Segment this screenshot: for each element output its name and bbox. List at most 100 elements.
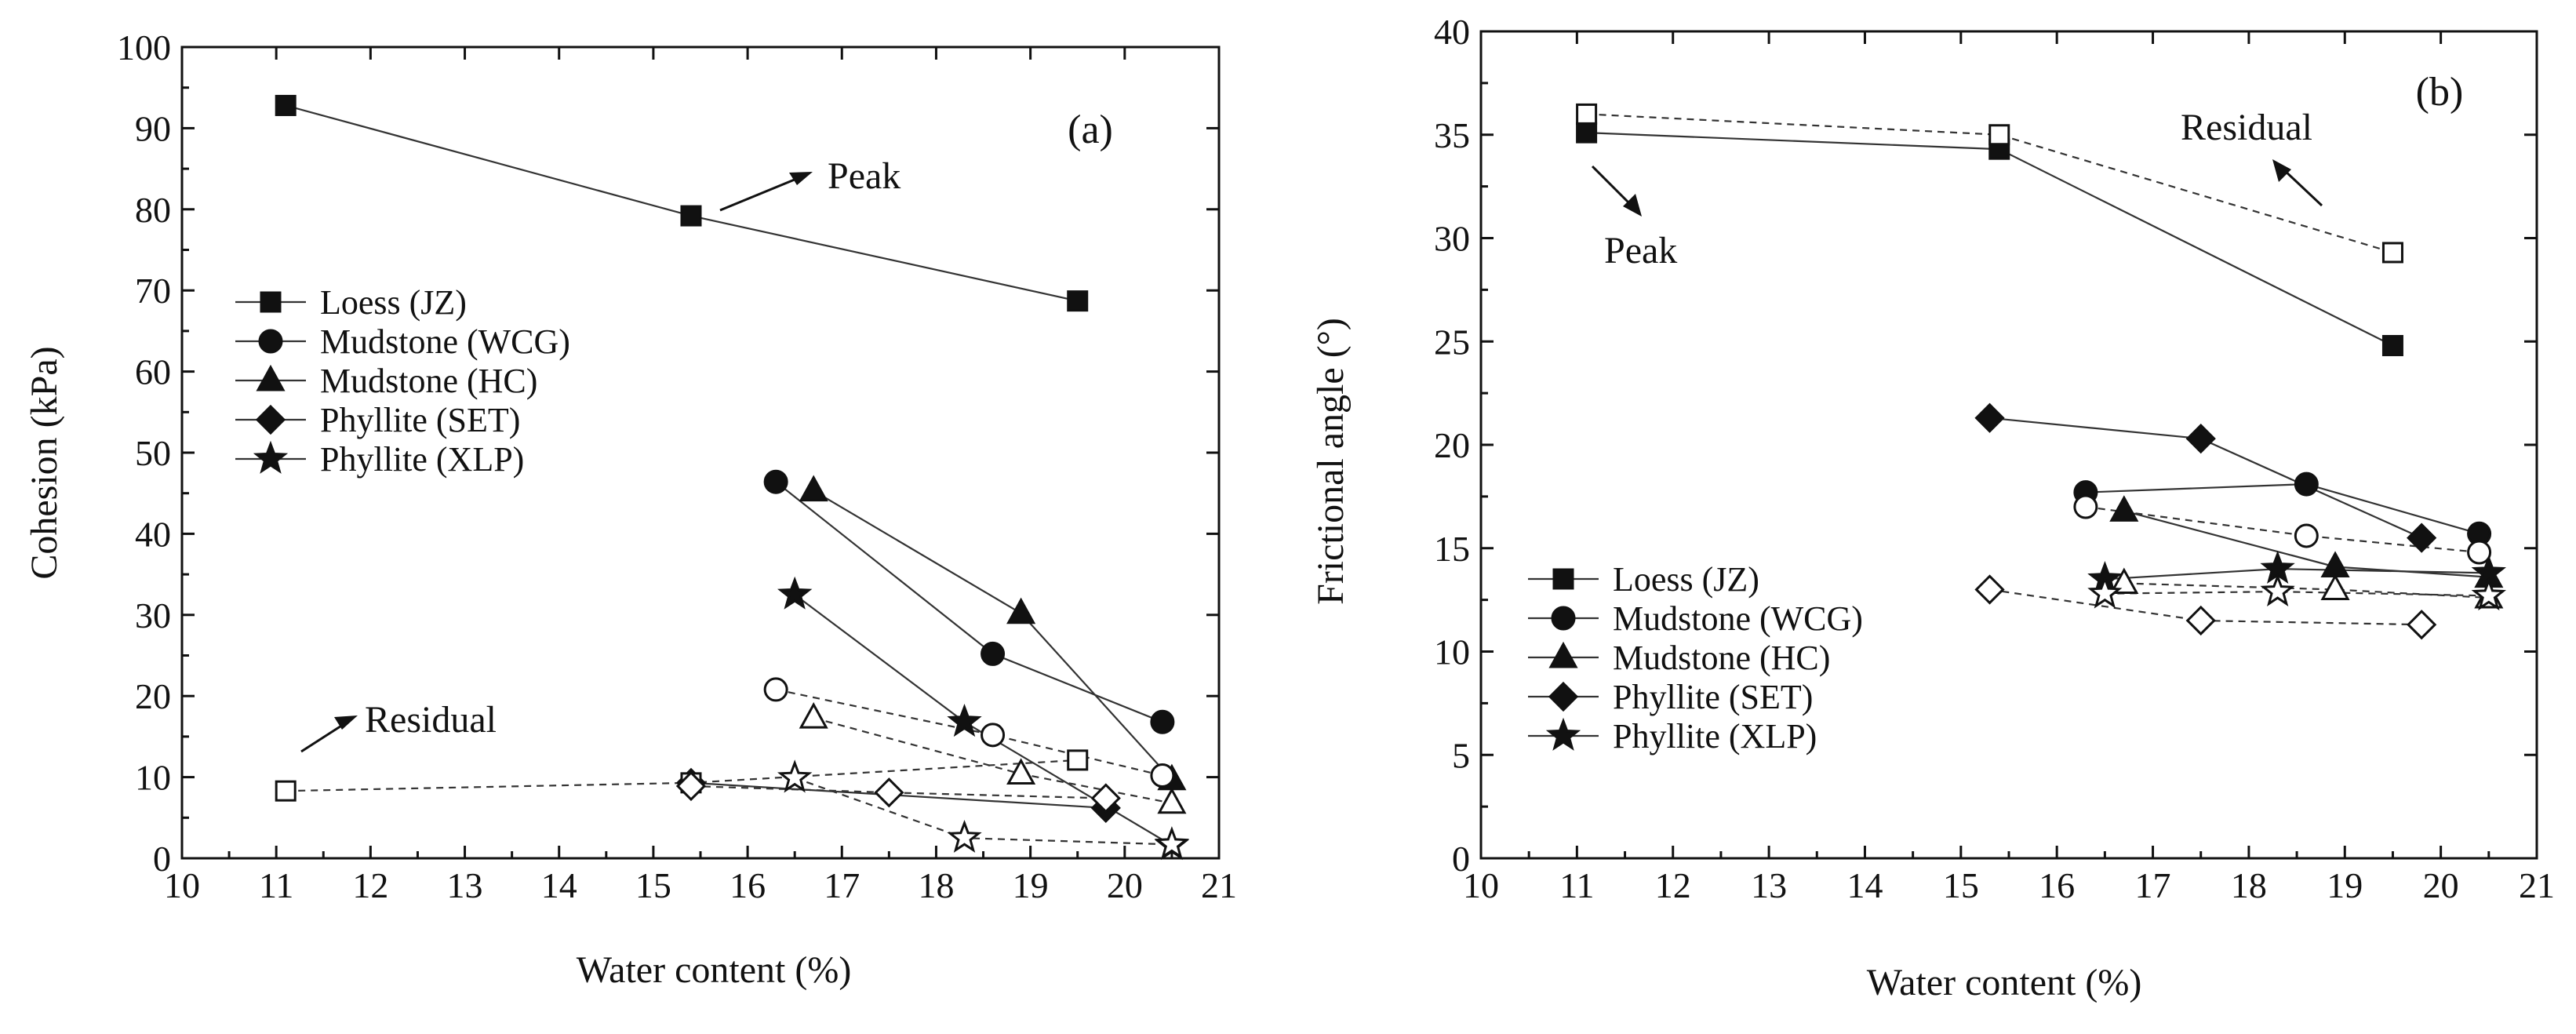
mudstone-hc-peak-point <box>1006 597 1036 624</box>
mudstone-hc-residual-point <box>2320 573 2350 600</box>
phyllite-set-residual-point <box>2407 610 2437 640</box>
legend-circle-marker <box>1551 606 1576 631</box>
residual-annotation: Residual <box>365 699 497 741</box>
mudstone-hc-peak-point <box>799 475 828 502</box>
y-tick-label: 50 <box>135 433 171 473</box>
mudstone-hc-residual-line <box>2123 582 2489 599</box>
x-tick-label: 10 <box>1463 865 1499 905</box>
mudstone-wcg-residual-point <box>1150 763 1175 788</box>
y-tick-label: 80 <box>135 190 171 230</box>
phyllite-xlp-residual-point <box>1154 826 1190 860</box>
y-tick-label: 30 <box>1434 219 1470 259</box>
y-tick-label: 5 <box>1452 735 1470 775</box>
phyllite-xlp-residual-point <box>777 759 813 793</box>
y-tick-label: 90 <box>135 108 171 148</box>
y-tick-label: 25 <box>1434 322 1470 362</box>
y-tick-label: 10 <box>1434 632 1470 672</box>
phyllite-set-residual-point <box>1090 783 1121 814</box>
phyllite-set-residual-line <box>690 785 1106 799</box>
x-tick-label: 20 <box>1107 865 1143 905</box>
loess-jz-residual-point <box>1067 749 1089 771</box>
peak-arrowhead <box>789 172 813 185</box>
mudstone-wcg-peak-point <box>981 641 1006 666</box>
y-tick-label: 0 <box>1452 839 1470 879</box>
loess-jz-peak-point <box>2381 335 2403 357</box>
y-ticks: 0 10 20 30 40 50 60 70 80 90 100 <box>117 27 1219 879</box>
legend: Loess (JZ)Mudstone (WCG)Mudstone (HC)Phy… <box>1528 560 1863 755</box>
x-tick-label: 17 <box>824 865 860 905</box>
x-tick-label: 21 <box>1201 865 1237 905</box>
y-tick-label: 40 <box>1434 12 1470 52</box>
mudstone-wcg-peak-point <box>763 469 788 494</box>
residual-annotation: Residual <box>2181 107 2312 148</box>
mudstone-hc-peak-point <box>2109 495 2139 522</box>
y-tick-label: 100 <box>117 27 171 67</box>
mudstone-wcg-residual-point <box>2294 523 2319 548</box>
legend: Loess (JZ)Mudstone (WCG)Mudstone (HC)Phy… <box>235 283 570 479</box>
x-tick-label: 15 <box>1943 865 1979 905</box>
x-tick-label: 19 <box>1013 865 1049 905</box>
cohesion-chart: 10 11 12 13 14 15 16 17 18 19 20 21 010203040506070… <box>24 27 1237 991</box>
loess-jz-residual-point <box>275 780 297 802</box>
frictional-angle-chart: 10 11 12 13 14 15 16 17 18 19 20 21 0 5 10 15 20 25 30 35 4… <box>1310 12 2555 1003</box>
residual-arrowhead <box>334 715 358 730</box>
mudstone-wcg-residual-point <box>763 677 788 702</box>
data-points <box>275 94 1190 861</box>
legend-label-phyllite-xlp: Phyllite (XLP) <box>320 440 524 479</box>
residual-arrowhead <box>2272 159 2291 182</box>
x-tick-label: 18 <box>2231 865 2267 905</box>
legend-circle-marker <box>258 329 283 354</box>
loess-jz-peak-line <box>1586 132 2393 347</box>
loess-jz-peak-point <box>1576 122 1598 144</box>
mudstone-wcg-peak-point <box>2294 471 2319 497</box>
phyllite-xlp-residual-line <box>2105 590 2489 597</box>
phyllite-xlp-residual-point <box>947 819 982 853</box>
phyllite-xlp-residual-point <box>2471 577 2506 611</box>
x-tick-label: 20 <box>2423 865 2459 905</box>
legend-label-phyllite-set: Phyllite (SET) <box>1613 678 1813 716</box>
mudstone-wcg-peak-point <box>1150 709 1175 734</box>
x-axis-label: Water content (%) <box>1867 962 2142 1003</box>
x-tick-label: 18 <box>918 865 954 905</box>
x-tick-label: 10 <box>164 865 200 905</box>
y-tick-label: 20 <box>1434 425 1470 465</box>
mudstone-wcg-peak-line <box>775 481 1163 723</box>
legend-square-marker <box>260 291 282 313</box>
residual-arrow <box>300 722 346 753</box>
loess-jz-residual-point <box>1988 124 2010 146</box>
phyllite-xlp-peak-point <box>777 576 813 610</box>
phyllite-set-peak-point <box>2185 423 2216 454</box>
data-points <box>1576 103 2506 640</box>
x-tick-label: 21 <box>2519 865 2555 905</box>
loess-jz-peak-point <box>1067 290 1089 312</box>
panel-label: (a) <box>1068 107 1113 152</box>
y-tick-label: 60 <box>135 352 171 392</box>
mudstone-hc-residual-point <box>799 702 828 729</box>
legend-diamond-marker <box>255 404 286 435</box>
peak-arrow <box>1591 165 1633 207</box>
x-tick-label: 19 <box>2327 865 2363 905</box>
y-tick-label: 70 <box>135 271 171 311</box>
phyllite-set-peak-point <box>2407 522 2437 553</box>
x-tick-label: 12 <box>352 865 388 905</box>
phyllite-set-residual-point <box>1974 574 2005 605</box>
mudstone-hc-residual-point <box>2109 567 2139 595</box>
panel-label: (b) <box>2416 70 2464 115</box>
mudstone-wcg-residual-point <box>2073 494 2098 519</box>
mudstone-hc-residual-point <box>1157 787 1187 814</box>
peak-annotation: Peak <box>1604 230 1677 271</box>
phyllite-xlp-residual-point <box>2260 573 2295 606</box>
legend-diamond-marker <box>1548 681 1579 712</box>
peak-arrowhead <box>1623 194 1642 217</box>
y-tick-label: 20 <box>135 676 171 716</box>
loess-jz-residual-point <box>1576 103 1598 125</box>
y-tick-label: 40 <box>135 514 171 554</box>
loess-jz-peak-line <box>285 104 1078 302</box>
y-tick-label: 15 <box>1434 529 1470 569</box>
phyllite-set-residual-point <box>675 770 707 802</box>
phyllite-xlp-peak-point <box>947 704 982 737</box>
legend-star-marker <box>1545 717 1581 751</box>
phyllite-set-residual-point <box>874 777 904 808</box>
loess-jz-peak-point <box>680 205 702 227</box>
